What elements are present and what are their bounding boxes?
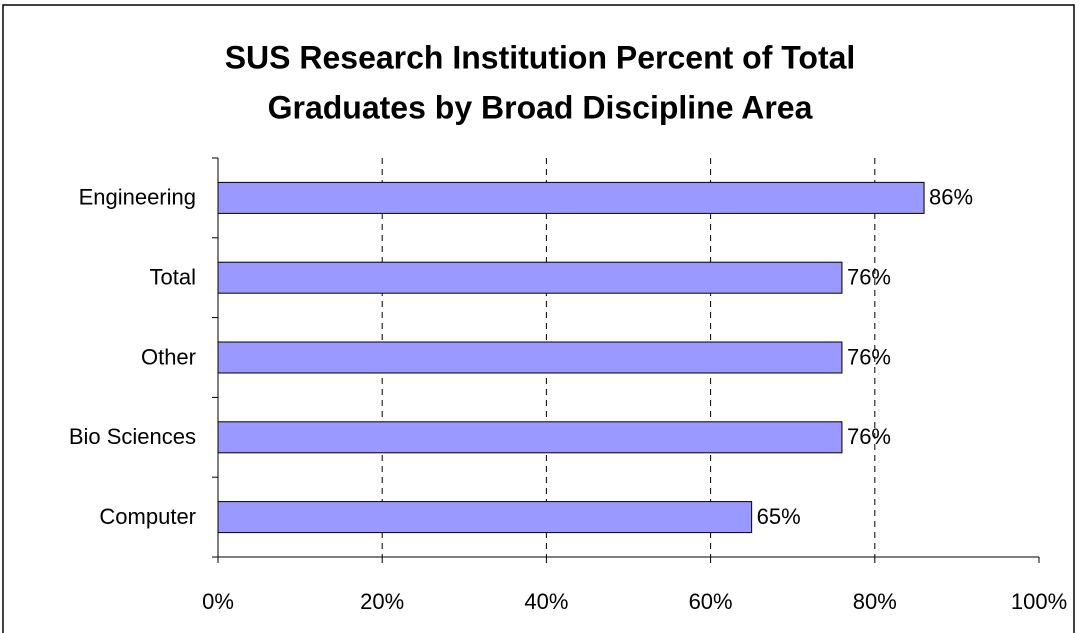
data-label: 76% — [847, 265, 891, 290]
y-tick-label: Bio Sciences — [69, 424, 196, 449]
y-tick-label: Engineering — [79, 185, 196, 210]
data-label: 65% — [757, 504, 801, 529]
bar — [217, 261, 843, 294]
x-tick-label: 0% — [202, 589, 234, 614]
y-tick-label: Computer — [99, 504, 196, 529]
x-tick-label: 100% — [1011, 589, 1067, 614]
bar — [217, 181, 925, 214]
bar — [217, 341, 843, 374]
bar — [217, 501, 753, 534]
data-label: 86% — [929, 185, 973, 210]
x-tick-label: 20% — [360, 589, 404, 614]
x-tick-label: 80% — [853, 589, 897, 614]
data-label: 76% — [847, 344, 891, 369]
bar — [217, 421, 843, 454]
x-tick-label: 60% — [689, 589, 733, 614]
chart-title: Graduates by Broad Discipline Area — [268, 89, 813, 125]
data-label: 76% — [847, 424, 891, 449]
x-tick-label: 40% — [524, 589, 568, 614]
chart-title: SUS Research Institution Percent of Tota… — [225, 39, 856, 75]
y-tick-label: Total — [150, 265, 196, 290]
y-tick-label: Other — [141, 344, 196, 369]
